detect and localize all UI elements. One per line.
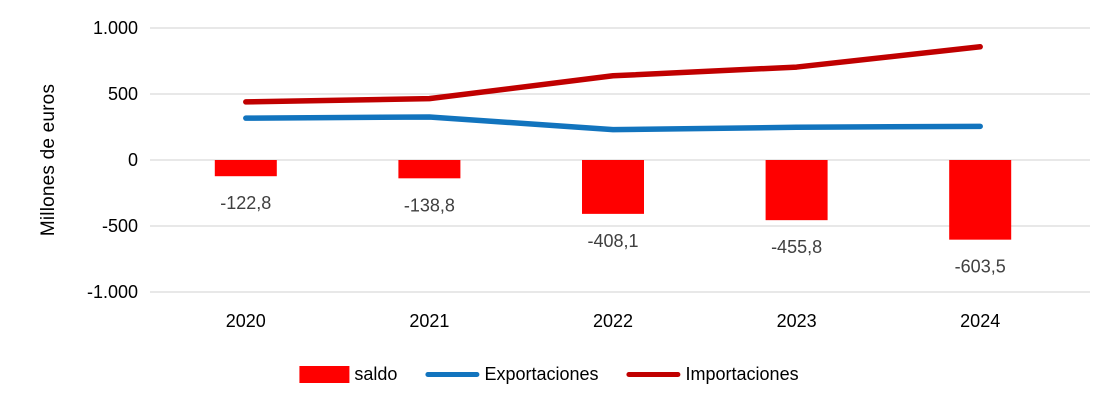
exportaciones-swatch [425, 372, 480, 377]
legend-label-saldo: saldo [354, 364, 398, 384]
x-tick-label: 2024 [960, 311, 1000, 331]
x-tick-label: 2021 [409, 311, 449, 331]
bar-value-label: -122,8 [220, 193, 271, 213]
exportaciones-line [243, 114, 983, 133]
legend-item-importaciones: Importaciones [626, 364, 799, 385]
bar-value-label: -138,8 [404, 195, 455, 215]
legend-item-saldo: saldo [299, 364, 397, 385]
saldo-bar [398, 160, 461, 179]
y-tick-label: -1.000 [87, 282, 138, 302]
legend-label-exportaciones: Exportaciones [484, 364, 599, 384]
y-axis-title: Millones de euros [38, 83, 59, 237]
bar-value-label: -408,1 [587, 231, 638, 251]
y-tick-label: 1.000 [93, 18, 138, 38]
y-tick-label: 500 [108, 84, 138, 104]
saldo-bar [765, 160, 828, 221]
x-tick-label: 2020 [226, 311, 266, 331]
legend-item-exportaciones: Exportaciones [425, 364, 599, 385]
saldo-bar [214, 160, 277, 177]
legend-label-importaciones: Importaciones [685, 364, 799, 384]
legend: saldo Exportaciones Importaciones [299, 364, 799, 385]
y-tick-label: 0 [128, 150, 138, 170]
importaciones-line [243, 43, 983, 105]
saldo-bar [582, 160, 644, 214]
importaciones-swatch [626, 372, 681, 377]
saldo-bar [949, 160, 1012, 240]
bar-value-label: -603,5 [955, 257, 1006, 277]
y-tick-label: -500 [102, 216, 138, 236]
bar-value-label: -455,8 [771, 237, 822, 257]
saldo-swatch [299, 366, 350, 383]
x-tick-label: 2023 [777, 311, 817, 331]
x-tick-label: 2022 [593, 311, 633, 331]
